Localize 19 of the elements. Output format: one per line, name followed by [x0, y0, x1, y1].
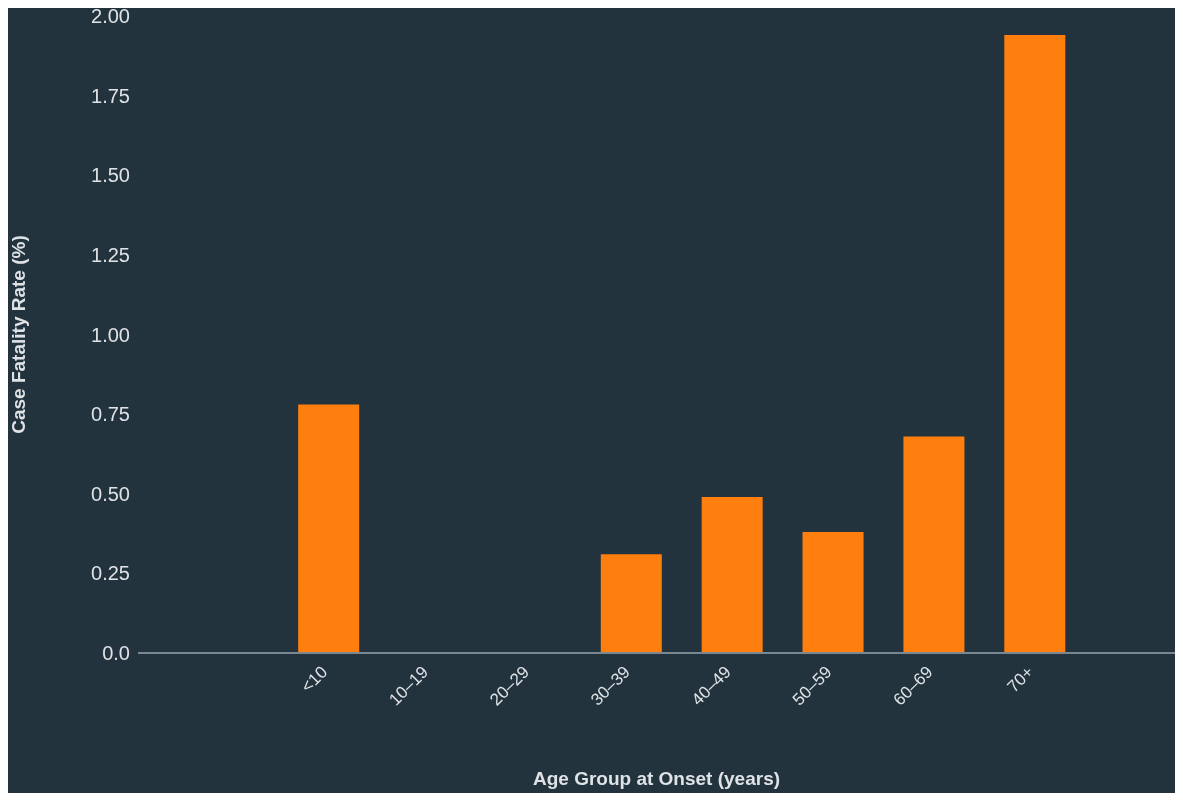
x-axis-title: Age Group at Onset (years)	[532, 768, 781, 789]
y-axis-title: Case Fatality Rate (%)	[7, 235, 29, 434]
y-tick-label: 0.0	[102, 642, 130, 665]
y-tick-label: 0.25	[91, 562, 130, 585]
y-tick-label: 0.50	[91, 482, 130, 505]
y-tick-label: 1.50	[91, 164, 130, 187]
bar	[701, 496, 763, 653]
y-tick-label: 1.00	[91, 323, 130, 346]
y-tick-label: 0.75	[91, 403, 130, 426]
bar	[802, 531, 864, 653]
x-tick-label: <10	[297, 662, 332, 697]
bar	[903, 436, 965, 653]
x-tick-label: 70+	[1003, 662, 1038, 697]
bar	[1004, 35, 1066, 653]
y-tick-label: 1.75	[91, 84, 130, 107]
bar	[298, 404, 360, 653]
bar	[600, 554, 662, 653]
y-tick-label: 2.00	[91, 5, 130, 28]
y-tick-label: 1.25	[91, 243, 130, 266]
